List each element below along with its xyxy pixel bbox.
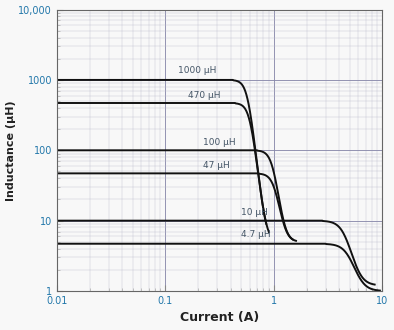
Text: 1000 μH: 1000 μH [178,66,216,75]
Text: 470 μH: 470 μH [188,90,220,100]
Y-axis label: Inductance (μH): Inductance (μH) [6,100,15,201]
Text: 10 μH: 10 μH [241,208,268,217]
X-axis label: Current (A): Current (A) [180,312,259,324]
Text: 47 μH: 47 μH [203,161,229,170]
Text: 100 μH: 100 μH [203,138,235,147]
Text: 4.7 μH: 4.7 μH [241,230,271,239]
